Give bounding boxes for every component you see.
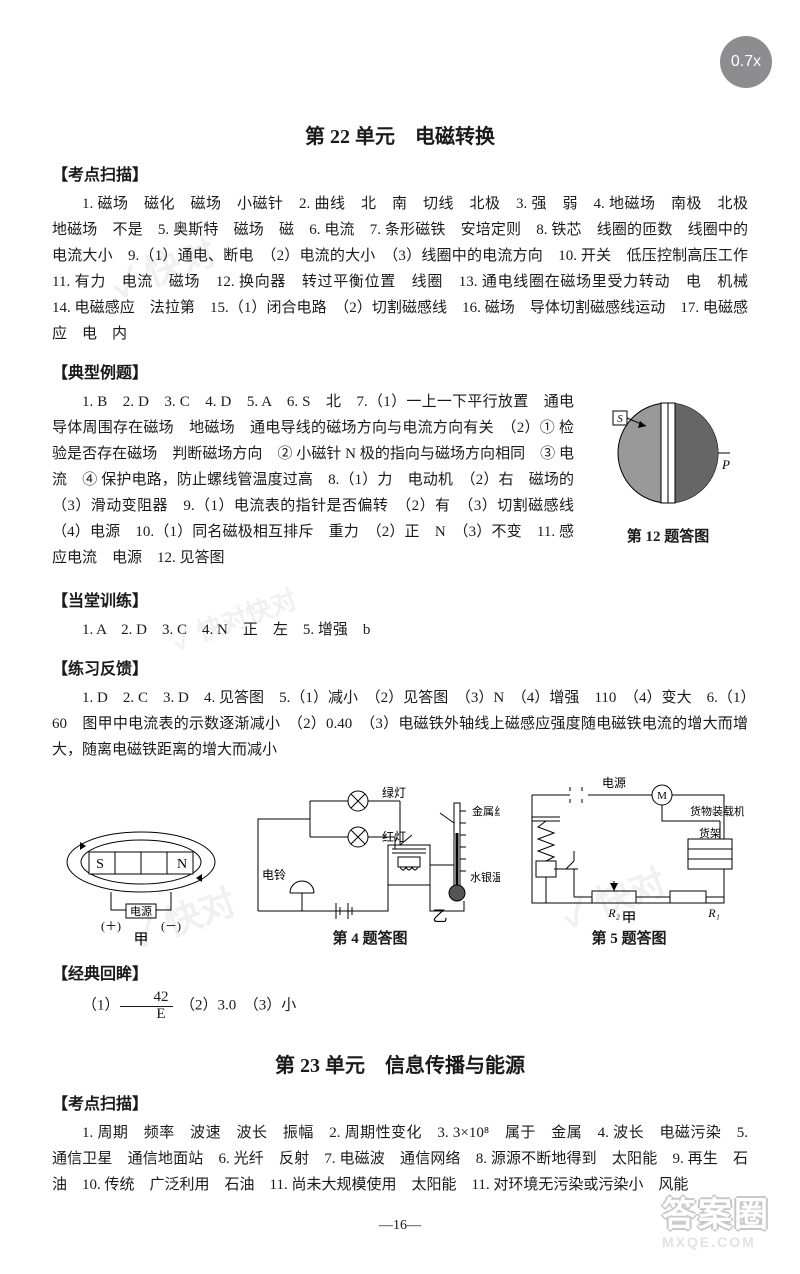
svg-text:甲: 甲 <box>621 911 636 923</box>
svg-text:S: S <box>617 413 623 425</box>
figure-row: S N 电源 (＋) (－) 甲 <box>52 773 748 948</box>
zoom-badge[interactable]: 0.7x <box>720 36 772 88</box>
sec-head-kaodian: 【考点扫描】 <box>52 161 748 185</box>
figure-unlabeled-left: S N 电源 (＋) (－) 甲 <box>56 818 226 948</box>
svg-text:S: S <box>96 857 104 872</box>
kaodian-text: 1. 磁场 磁化 磁场 小磁针 2. 曲线 北 南 切线 北极 3. 强 弱 4… <box>52 191 748 347</box>
fraction: 42E <box>120 990 173 1023</box>
sec-head-lianxi: 【练习反馈】 <box>52 655 748 679</box>
svg-text:(＋): (＋) <box>101 919 121 933</box>
sec-head-kaodian-23: 【考点扫描】 <box>52 1090 748 1114</box>
svg-text:电源: 电源 <box>602 776 626 790</box>
brand-line2: MXQE.COM <box>662 1234 770 1250</box>
svg-text:R₁: R₁ <box>707 906 720 920</box>
svg-text:货架: 货架 <box>699 826 721 840</box>
svg-text:金属丝: 金属丝 <box>472 804 500 818</box>
figure-4-svg: 绿灯 红灯 <box>240 783 500 923</box>
sec-head-dangtang: 【当堂训练】 <box>52 587 748 611</box>
sec-head-dianxing: 【典型例题】 <box>52 359 748 383</box>
sec-head-jingdian: 【经典回眸】 <box>52 960 748 984</box>
unit-22-title: 第 22 单元 电磁转换 <box>52 120 748 149</box>
dangtang-text: 1. A 2. D 3. C 4. N 正 左 5. 增强 b <box>52 617 748 643</box>
svg-text:R₂: R₂ <box>607 906 620 920</box>
brand-watermark: 答案圈 MXQE.COM <box>662 1187 770 1250</box>
kaodian-23-text: 1. 周期 频率 波速 波长 振幅 2. 周期性变化 3. 3×10⁸ 属于 金… <box>52 1120 748 1198</box>
figure-5: 电源 M 货物装载机 货架 <box>514 773 744 948</box>
svg-text:乙: 乙 <box>432 909 447 923</box>
svg-text:水银温度计: 水银温度计 <box>470 870 500 884</box>
lianxi-text: 1. D 2. C 3. D 4. 见答图 5.（1）减小 （2）见答图 （3）… <box>52 685 748 763</box>
figure-coil-svg: S N 电源 (＋) (－) 甲 <box>56 818 226 948</box>
unit-23-title: 第 23 单元 信息传播与能源 <box>52 1049 748 1078</box>
figure-4: 绿灯 红灯 <box>240 783 500 948</box>
brand-line1: 答案圈 <box>662 1187 770 1236</box>
figure-12-svg: S P <box>598 391 738 521</box>
figure-5-caption: 第 5 题答图 <box>514 927 744 948</box>
figure-12-caption: 第 12 题答图 <box>588 525 748 546</box>
zoom-value: 0.7x <box>731 53 761 71</box>
svg-text:M: M <box>657 790 667 802</box>
page: 0.7x ✓ 快对 ✓ 快对快对 ✓ 快对 ✓ 快对 第 22 单元 电磁转换 … <box>0 0 800 1274</box>
figure-4-caption: 第 4 题答图 <box>240 927 500 948</box>
svg-text:绿灯: 绿灯 <box>382 785 406 800</box>
figure-12: S P 第 12 题答图 <box>588 391 748 546</box>
svg-text:(－): (－) <box>161 919 181 933</box>
svg-text:电源: 电源 <box>130 904 152 918</box>
svg-text:货物装载机: 货物装载机 <box>690 804 744 818</box>
svg-text:P: P <box>721 457 730 472</box>
dianxing-block: S P 第 12 题答图 1. B 2. D 3. C 4. D 5. A 6.… <box>52 389 748 575</box>
svg-text:N: N <box>177 857 187 872</box>
page-number: —16— <box>52 1218 748 1234</box>
figure-5-svg: 电源 M 货物装载机 货架 <box>514 773 744 923</box>
jingdian-text: （1）42E （2）3.0 （3）小 <box>52 990 748 1023</box>
svg-text:电铃: 电铃 <box>262 867 286 882</box>
svg-text:甲: 甲 <box>133 932 148 948</box>
